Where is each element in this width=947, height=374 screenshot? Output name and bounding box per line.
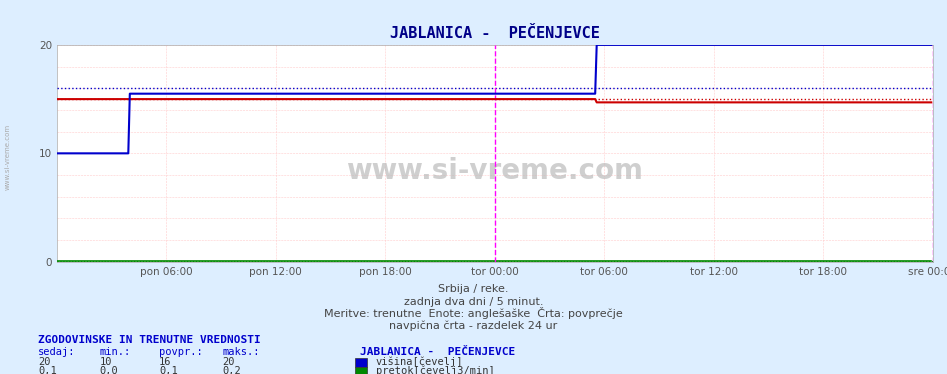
Title: JABLANICA -  PEČENJEVCE: JABLANICA - PEČENJEVCE [390, 26, 599, 41]
Text: zadnja dva dni / 5 minut.: zadnja dva dni / 5 minut. [403, 297, 544, 307]
Text: Meritve: trenutne  Enote: anglešaške  Črta: povprečje: Meritve: trenutne Enote: anglešaške Črta… [324, 307, 623, 319]
Text: povpr.:: povpr.: [159, 347, 203, 356]
Text: 20: 20 [38, 357, 50, 367]
Text: 20: 20 [223, 357, 235, 367]
Text: 0,2: 0,2 [223, 366, 241, 374]
Text: 0,0: 0,0 [99, 366, 118, 374]
Text: ZGODOVINSKE IN TRENUTNE VREDNOSTI: ZGODOVINSKE IN TRENUTNE VREDNOSTI [38, 335, 260, 345]
Text: 10: 10 [99, 357, 112, 367]
Text: min.:: min.: [99, 347, 131, 356]
Text: pretok[čevelj3/min]: pretok[čevelj3/min] [376, 365, 494, 374]
Text: 0,1: 0,1 [159, 366, 178, 374]
Text: 16: 16 [159, 357, 171, 367]
Text: www.si-vreme.com: www.si-vreme.com [5, 124, 10, 190]
Text: Srbija / reke.: Srbija / reke. [438, 285, 509, 294]
Text: višina[čevelj]: višina[čevelj] [376, 356, 463, 367]
Text: www.si-vreme.com: www.si-vreme.com [347, 157, 643, 185]
Bar [355, 358, 367, 367]
Text: JABLANICA -  PEČENJEVCE: JABLANICA - PEČENJEVCE [360, 347, 515, 356]
Text: maks.:: maks.: [223, 347, 260, 356]
Text: 0,1: 0,1 [38, 366, 57, 374]
Text: navpična črta - razdelek 24 ur: navpična črta - razdelek 24 ur [389, 321, 558, 331]
Bar [355, 367, 367, 374]
Text: sedaj:: sedaj: [38, 347, 76, 356]
